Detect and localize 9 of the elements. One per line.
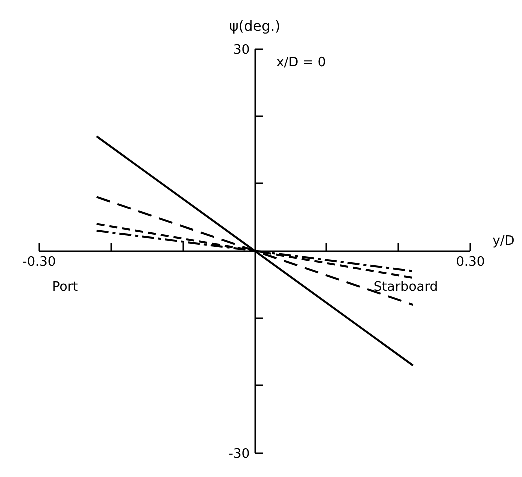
annotation: Port: [52, 280, 78, 296]
y-tick-label: -30: [228, 447, 250, 462]
x-axis-title: y/D: [492, 234, 515, 250]
y-axis-title: ψ(deg.): [230, 19, 281, 36]
x-tick-label: 0.30: [456, 255, 486, 270]
annotation: x/D = 0: [276, 56, 326, 71]
x-tick-label: -0.30: [22, 255, 56, 270]
annotation: Starboard: [374, 280, 438, 296]
y-tick-label: 30: [233, 43, 250, 58]
